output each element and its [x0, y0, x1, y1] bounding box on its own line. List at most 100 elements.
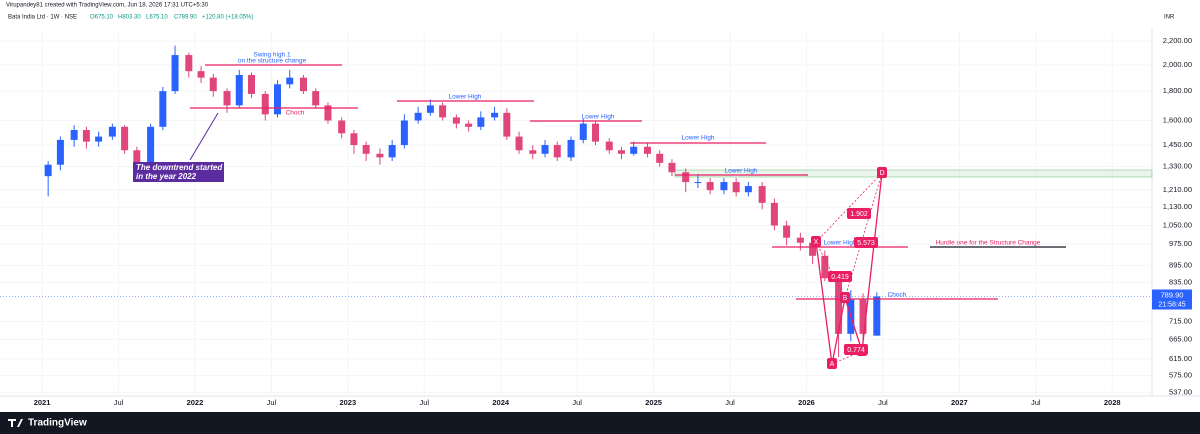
candle-body	[783, 225, 791, 238]
candle-body	[682, 172, 690, 183]
brand: TradingView	[28, 418, 87, 429]
callout-text: in the year 2022	[136, 172, 197, 181]
pattern-point-box	[840, 292, 850, 303]
candle-body	[452, 117, 460, 124]
x-tick-label: Jul	[419, 398, 429, 407]
annotation-text: Lower High	[725, 168, 758, 175]
candle-body	[835, 278, 843, 334]
candle-body	[426, 105, 434, 113]
brand-logo	[8, 419, 23, 427]
candle-body	[286, 77, 294, 85]
y-tick-label: 1,050.00	[1163, 221, 1192, 230]
candle-body	[567, 139, 575, 158]
y-tick-label: 1,600.00	[1163, 115, 1192, 124]
drawing-line	[861, 172, 883, 352]
ratio-box	[844, 344, 868, 355]
drawing-line	[815, 241, 846, 299]
x-tick-label: 2022	[187, 398, 204, 407]
candle-body	[56, 139, 64, 165]
pattern-point: D	[879, 170, 884, 177]
credit: Virupandey81 created with TradingView.co…	[6, 3, 209, 9]
x-tick-label: Jul	[878, 398, 888, 407]
y-tick-label: 1,800.00	[1163, 86, 1192, 95]
candle-body	[758, 186, 766, 203]
candle-body	[70, 130, 78, 140]
drawing-line	[189, 112, 219, 161]
y-tick-label: 835.00	[1169, 278, 1192, 287]
ratio-box	[854, 237, 878, 248]
candle-body	[821, 255, 829, 279]
ohlc-value: H803.30	[118, 15, 141, 21]
callout-text: The downtrend started	[136, 163, 223, 172]
candle-body	[503, 112, 511, 137]
candle-body	[541, 145, 549, 154]
ratio-label: 1.902	[850, 211, 868, 218]
candle-body	[95, 136, 103, 142]
y-tick-label: 975.00	[1169, 239, 1192, 248]
ohlc-value: L675.10	[146, 15, 168, 21]
ohlc-value: O675.10	[90, 15, 114, 21]
y-tick-label: 1,210.00	[1163, 185, 1192, 194]
x-tick-label: 2027	[951, 398, 968, 407]
ratio-label: 0.774	[847, 347, 865, 354]
candle-body	[720, 182, 728, 191]
candle-body	[82, 130, 90, 142]
ohlc-value: C789.90	[174, 15, 197, 21]
candle-body	[873, 296, 881, 336]
y-tick-label: 1,330.00	[1163, 162, 1192, 171]
candle-body	[261, 93, 269, 115]
x-tick-label: Jul	[267, 398, 277, 407]
ratio-box	[828, 271, 852, 282]
x-tick-label: 2025	[645, 398, 662, 407]
annotation-text: Choch	[888, 292, 907, 299]
candle-body	[491, 112, 499, 118]
candle-body	[529, 150, 537, 154]
candle-body	[656, 153, 664, 163]
x-tick-label: Jul	[1031, 398, 1041, 407]
candle-body	[171, 55, 179, 92]
candle-body	[159, 91, 167, 127]
candle-body	[400, 120, 408, 146]
x-tick-label: 2021	[34, 398, 51, 407]
annotation-text: Choch	[286, 110, 305, 117]
countdown: 21:58:45	[1158, 301, 1185, 308]
candle-body	[579, 123, 587, 140]
drawing-line	[844, 297, 863, 352]
candle-body	[770, 202, 778, 226]
candle-body	[350, 133, 358, 146]
annotation-text: Swing high 1	[253, 52, 291, 59]
annotation-text: Lower High	[682, 135, 715, 142]
pattern-point: X	[814, 239, 819, 246]
annotation-text: Hurdle one for the Structure Change	[936, 240, 1041, 247]
candle-body	[617, 150, 625, 154]
candle-body	[859, 299, 867, 334]
y-tick-label: 575.00	[1169, 371, 1192, 380]
candle-body	[147, 126, 155, 167]
candle-body	[465, 123, 473, 127]
candle-body	[706, 182, 714, 191]
ratio-box	[847, 208, 871, 219]
candle-body	[732, 182, 740, 193]
x-tick-label: Jul	[725, 398, 735, 407]
y-tick-label: 2,200.00	[1163, 36, 1192, 45]
symbol-title: Bata India Ltd · 1W · NSE	[8, 15, 77, 21]
annotation-text: Lower High	[449, 94, 482, 101]
candle-body	[273, 84, 281, 115]
candle-body	[643, 146, 651, 154]
candle-body	[439, 105, 447, 118]
candle-body	[630, 146, 638, 154]
annotation-text: on the structure change	[238, 58, 307, 65]
ratio-label: 5.573	[857, 240, 875, 247]
drawing-line	[815, 241, 833, 365]
candle-body	[414, 112, 422, 121]
x-tick-label: 2026	[798, 398, 815, 407]
candle-body	[477, 117, 485, 127]
annotation-text: Lower High	[582, 114, 615, 121]
y-tick-label: 1,450.00	[1163, 140, 1192, 149]
candle-body	[133, 150, 141, 167]
pattern-point-box	[877, 167, 887, 178]
candle-body	[312, 91, 320, 106]
resistance-zone	[674, 169, 1153, 178]
drawing-line	[831, 297, 846, 365]
callout-box	[133, 162, 224, 182]
